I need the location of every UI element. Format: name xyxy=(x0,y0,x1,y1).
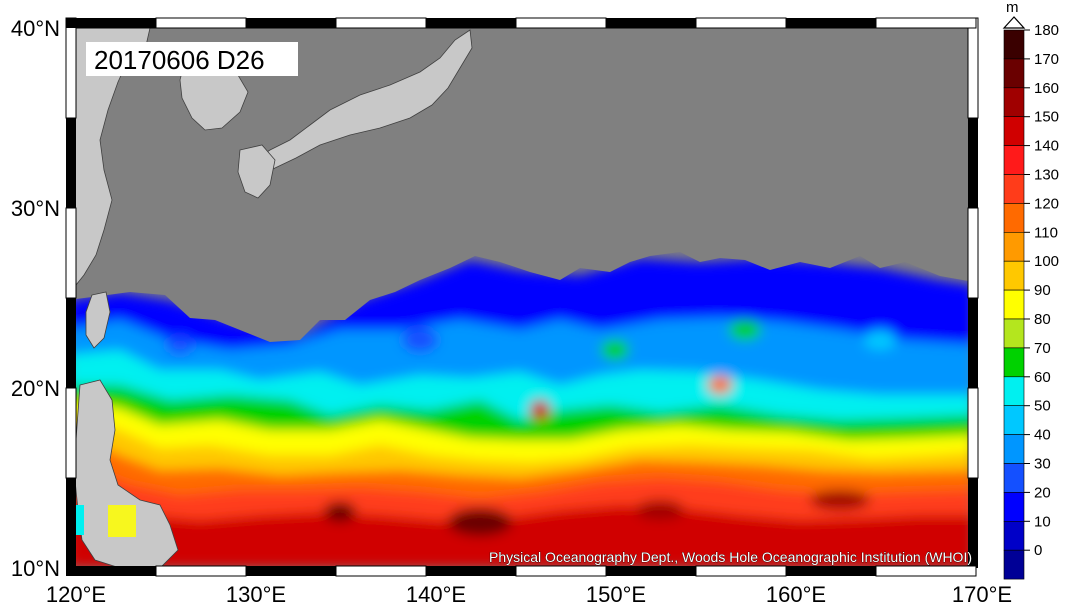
colorbar-swatch xyxy=(1003,29,1025,60)
colorbar-tick-label: 30 xyxy=(1034,456,1051,473)
colorbar-swatch xyxy=(1003,463,1025,493)
colorbar-swatch xyxy=(1003,289,1025,320)
colorbar-tick-label: 140 xyxy=(1034,138,1059,155)
colorbar-swatch xyxy=(1003,520,1025,551)
lat-label-20n: 20°N xyxy=(11,376,60,401)
colorbar-tick-label: 0 xyxy=(1034,542,1042,559)
colorbar-swatch xyxy=(1003,318,1025,349)
colorbar-tick-label: 40 xyxy=(1034,427,1051,444)
lon-label-170e: 170°E xyxy=(952,582,1012,606)
taiwan xyxy=(85,291,111,349)
colorbar-swatch xyxy=(1003,116,1025,146)
lat-label-30n: 30°N xyxy=(11,196,60,221)
colorbar-tick-label: 110 xyxy=(1034,224,1058,241)
cyan-sea-patch xyxy=(74,505,84,535)
colorbar-tick-label: 130 xyxy=(1034,167,1059,184)
japan-kyushu xyxy=(237,144,276,199)
colorbar: 1801701601501401301201101009080706050403… xyxy=(1003,22,1059,580)
title-box xyxy=(86,42,298,76)
colorbar-swatch xyxy=(1003,376,1025,406)
colorbar-swatch xyxy=(1003,260,1025,291)
colorbar-tick-label: 180 xyxy=(1034,22,1059,39)
colorbar-swatch xyxy=(1003,203,1025,233)
lat-label-10n: 10°N xyxy=(11,556,60,581)
colorbar-unit: m xyxy=(1006,0,1019,16)
colorbar-tick-label: 90 xyxy=(1034,282,1051,299)
colorbar-swatch xyxy=(1003,87,1025,118)
colorbar-swatch xyxy=(1003,434,1025,464)
colorbar-tick-label: 100 xyxy=(1034,253,1059,270)
lon-label-130e: 130°E xyxy=(226,582,286,606)
colorbar-swatch xyxy=(1003,174,1025,204)
lat-frame xyxy=(65,17,979,568)
yellow-sea-patch xyxy=(108,505,136,537)
colorbar-arrow-icon xyxy=(1002,16,1026,29)
colorbar-tick-label: 60 xyxy=(1034,369,1051,386)
colorbar-tick-label: 50 xyxy=(1034,398,1051,415)
lon-label-120e: 120°E xyxy=(46,582,106,606)
lon-label-140e: 140°E xyxy=(406,582,466,606)
colorbar-tick-label: 120 xyxy=(1034,195,1059,212)
colorbar-tick-label: 80 xyxy=(1034,311,1051,328)
colorbar-tick-label: 10 xyxy=(1034,513,1051,530)
colorbar-tick-label: 70 xyxy=(1034,340,1051,357)
colorbar-swatch xyxy=(1003,232,1025,262)
colorbar-tick-label: 160 xyxy=(1034,80,1059,97)
colorbar-swatch xyxy=(1003,58,1025,89)
masked-region xyxy=(68,28,974,342)
lat-label-40n: 40°N xyxy=(11,16,60,41)
colorbar-tick-label: 150 xyxy=(1034,109,1059,126)
lon-label-150e: 150°E xyxy=(586,582,646,606)
colorbar-tick-label: 170 xyxy=(1034,51,1059,68)
lon-label-160e: 160°E xyxy=(766,582,826,606)
colorbar-swatch xyxy=(1003,492,1025,522)
colorbar-tick-label: 20 xyxy=(1034,484,1051,501)
colorbar-swatch xyxy=(1003,405,1025,435)
map-title: 20170606 D26 xyxy=(94,45,265,75)
colorbar-swatch xyxy=(1003,145,1025,175)
colorbar-swatch xyxy=(1003,549,1025,580)
lon-frame xyxy=(66,17,977,577)
colorbar-swatch xyxy=(1003,347,1025,378)
credit-text: Physical Oceanography Dept., Woods Hole … xyxy=(489,549,972,565)
d26-field xyxy=(68,258,974,568)
